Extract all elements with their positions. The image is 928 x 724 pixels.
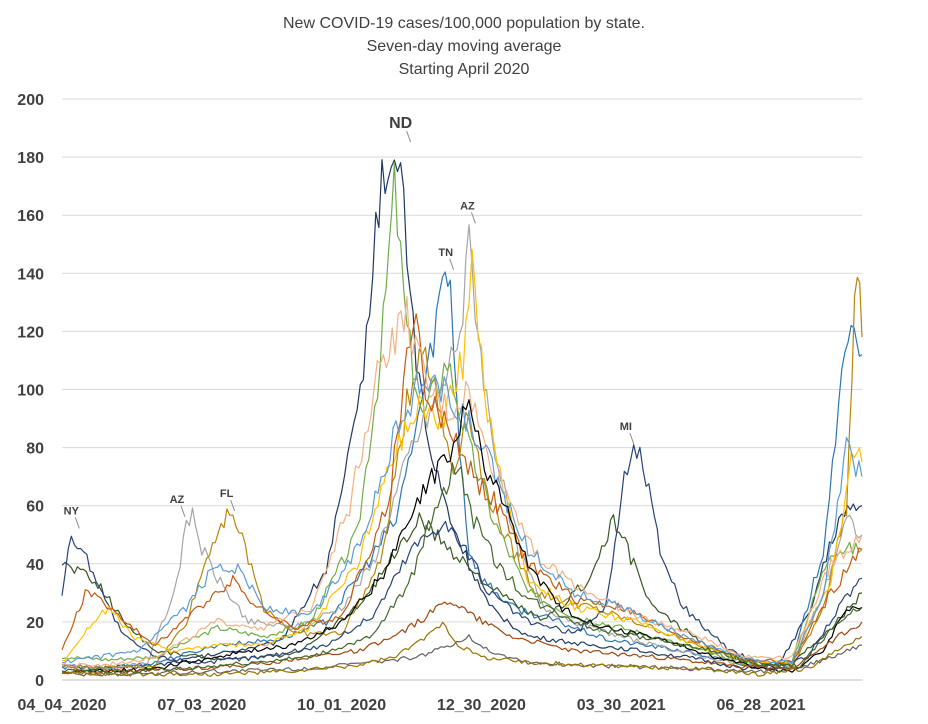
y-tick-label: 160 (17, 208, 44, 225)
annotation-leader (180, 505, 186, 517)
series-line (61, 399, 863, 674)
series-line (61, 248, 863, 666)
annotation-label: AZ (170, 494, 185, 506)
y-tick-label: 40 (26, 557, 44, 574)
annotation-leader (406, 130, 412, 143)
y-tick-label: 180 (17, 150, 44, 167)
series-line (61, 313, 863, 664)
chart-title: New COVID-19 cases/100,000 population by… (283, 15, 645, 78)
x-tick-label: 04_04_2020 (18, 697, 107, 714)
series-line (61, 372, 863, 664)
chart-title-line-1: New COVID-19 cases/100,000 population by… (283, 15, 645, 32)
series-line (61, 621, 863, 677)
y-tick-label: 60 (26, 499, 44, 516)
series-line (61, 276, 863, 671)
y-tick-label: 80 (26, 441, 44, 458)
annotations: NY AZ FL ND TN AZ MI (64, 115, 635, 529)
annotation-leader (629, 432, 635, 445)
annotation-leader (470, 212, 476, 224)
series-line (61, 295, 863, 668)
annotation-label: MI (620, 421, 632, 433)
annotation-leader (230, 499, 236, 512)
y-tick-label: 140 (17, 266, 44, 283)
series-lines (61, 159, 863, 677)
series-line (61, 462, 863, 674)
x-tick-label: 06_28_2021 (717, 697, 806, 714)
gridlines (62, 98, 862, 681)
y-axis-tick-labels: 0 20 40 60 80 100 120 140 160 180 200 (17, 92, 44, 690)
y-tick-label: 0 (35, 673, 44, 690)
y-tick-label: 100 (17, 383, 44, 400)
annotation-label: AZ (460, 200, 475, 212)
y-tick-label: 200 (17, 92, 44, 109)
x-tick-label: 10_01_2020 (297, 697, 386, 714)
chart-title-line-3: Starting April 2020 (399, 61, 530, 78)
series-line (61, 512, 863, 667)
series-line (61, 601, 863, 674)
annotation-leader (449, 258, 455, 271)
series-line (61, 224, 863, 671)
x-tick-label: 12_30_2020 (437, 697, 526, 714)
annotation-label: TN (438, 247, 453, 259)
y-tick-label: 120 (17, 324, 44, 341)
y-tick-label: 20 (26, 615, 44, 632)
x-tick-label: 03_30_2021 (577, 697, 666, 714)
series-line (61, 159, 863, 671)
annotation-label: ND (389, 115, 412, 132)
chart-title-line-2: Seven-day moving average (367, 38, 562, 55)
x-tick-label: 07_03_2020 (157, 697, 246, 714)
annotation-leader (74, 517, 80, 529)
x-axis-tick-labels: 04_04_2020 07_03_2020 10_01_2020 12_30_2020… (18, 697, 806, 714)
annotation-label: FL (220, 488, 234, 500)
annotation-label: NY (64, 505, 80, 517)
